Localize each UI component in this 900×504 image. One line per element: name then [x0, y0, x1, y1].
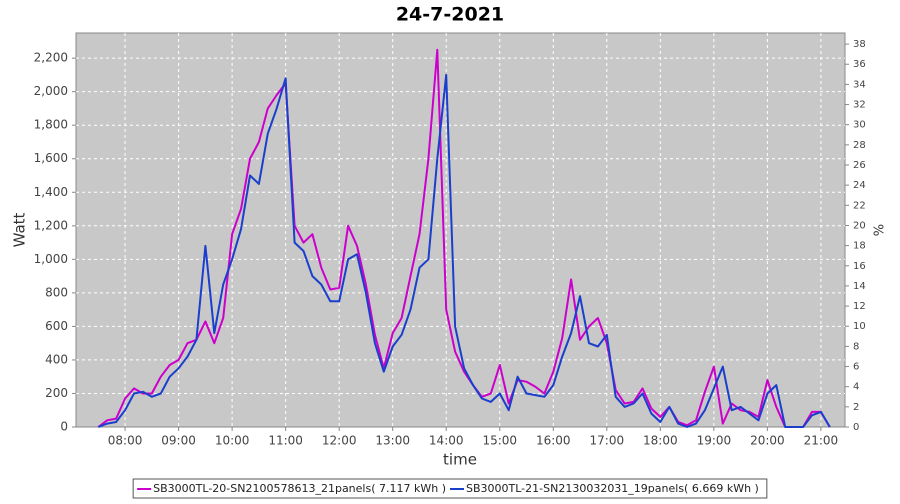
y2-tick-label: 20 — [853, 220, 866, 231]
series-line — [97, 48, 831, 428]
y2-tick-label: 14 — [853, 281, 866, 292]
x-tick-label: 16:00 — [536, 434, 571, 448]
y-tick-label: 1,200 — [34, 218, 68, 232]
y2-tick-label: 2 — [853, 402, 859, 413]
legend-label: SB3000TL-20-SN2100578613_21panels( 7.117… — [153, 482, 446, 495]
y2-tick-label: 8 — [853, 341, 859, 352]
y-tick-label: 0 — [60, 420, 68, 434]
x-tick-label: 19:00 — [697, 434, 732, 448]
y2-tick-label: 12 — [853, 301, 866, 312]
x-tick-label: 10:00 — [215, 434, 250, 448]
legend-label: SB3000TL-21-SN2130032031_19panels( 6.669… — [466, 482, 759, 495]
y2-tick-label: 32 — [853, 100, 866, 111]
y-axis-label: Watt — [11, 212, 29, 247]
y2-tick-label: 6 — [853, 362, 859, 373]
x-tick-label: 13:00 — [375, 434, 410, 448]
y2-tick-label: 34 — [853, 79, 866, 90]
y2-tick-label: 10 — [853, 321, 866, 332]
x-tick-label: 08:00 — [108, 434, 143, 448]
y-tick-label: 1,600 — [34, 151, 68, 165]
x-tick-label: 15:00 — [482, 434, 517, 448]
y-tick-label: 600 — [45, 319, 68, 333]
x-tick-label: 14:00 — [429, 434, 464, 448]
y2-tick-label: 0 — [853, 422, 859, 433]
series-line — [97, 73, 831, 428]
x-axis-label: time — [443, 451, 477, 469]
y-tick-label: 400 — [45, 352, 68, 366]
x-tick-label: 12:00 — [322, 434, 357, 448]
x-tick-label: 18:00 — [643, 434, 678, 448]
y2-tick-label: 28 — [853, 140, 866, 151]
y-tick-label: 200 — [45, 386, 68, 400]
y2-tick-label: 26 — [853, 160, 866, 171]
y-tick-label: 800 — [45, 285, 68, 299]
y2-tick-label: 38 — [853, 39, 866, 50]
y2-tick-label: 18 — [853, 241, 866, 252]
x-tick-label: 11:00 — [268, 434, 303, 448]
y2-tick-label: 36 — [853, 59, 866, 70]
x-tick-label: 09:00 — [161, 434, 196, 448]
y-tick-label: 2,200 — [34, 51, 68, 65]
y2-tick-label: 24 — [853, 180, 866, 191]
y2-tick-label: 30 — [853, 120, 866, 131]
legend: SB3000TL-20-SN2100578613_21panels( 7.117… — [132, 478, 768, 499]
y2-tick-label: 16 — [853, 261, 866, 272]
y-tick-label: 1,400 — [34, 185, 68, 199]
chart-title: 24-7-2021 — [396, 4, 504, 26]
x-tick-label: 20:00 — [750, 434, 785, 448]
x-tick-label: 21:00 — [804, 434, 839, 448]
y2-tick-label: 4 — [853, 382, 859, 393]
y-tick-label: 1,800 — [34, 118, 68, 132]
y-tick-label: 1,000 — [34, 252, 68, 266]
x-tick-label: 17:00 — [590, 434, 625, 448]
y-tick-label: 2,000 — [34, 84, 68, 98]
y2-tick-label: 22 — [853, 200, 866, 211]
y2-axis-label: % — [873, 224, 888, 236]
